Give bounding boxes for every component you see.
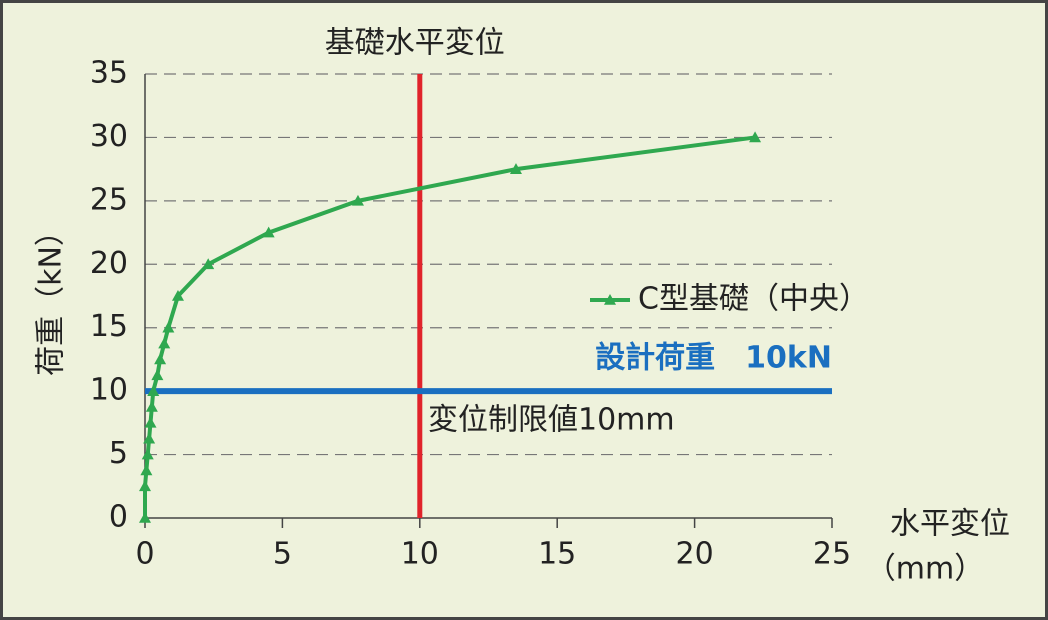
x-tick-label: 10 <box>401 537 439 572</box>
y-tick-label: 30 <box>90 119 128 154</box>
y-axis-label: 荷重（kN） <box>34 216 69 376</box>
data-point <box>139 480 151 492</box>
data-point <box>139 512 151 523</box>
x-tick-label: 25 <box>813 537 851 572</box>
data-point <box>202 258 215 270</box>
x-axis-label: （mm） <box>866 552 984 587</box>
x-axis-label: 水平変位 <box>890 507 1010 542</box>
data-point <box>151 369 164 381</box>
y-tick-label: 5 <box>109 436 128 471</box>
y-tick-label: 0 <box>109 500 128 535</box>
data-point <box>509 163 522 174</box>
reference-label: 基礎水平変位 <box>325 26 505 61</box>
data-point <box>158 337 171 349</box>
y-tick-label: 20 <box>90 246 128 281</box>
data-point <box>145 401 158 412</box>
legend-marker <box>604 294 616 305</box>
legend-label: C型基礎（中央） <box>638 282 869 317</box>
y-tick-label: 10 <box>90 373 128 408</box>
data-point <box>171 290 184 301</box>
data-point <box>162 321 175 333</box>
data-point <box>351 194 364 206</box>
data-point <box>262 226 275 238</box>
reference-label: 設計荷重 10kN <box>595 341 832 376</box>
x-tick-label: 5 <box>273 537 292 572</box>
y-tick-label: 15 <box>90 309 128 344</box>
x-tick-label: 0 <box>135 537 154 572</box>
y-tick-label: 35 <box>90 56 128 91</box>
data-point <box>141 448 154 460</box>
data-point <box>144 416 157 428</box>
data-point <box>143 432 156 444</box>
y-tick-label: 25 <box>90 182 128 217</box>
x-tick-label: 15 <box>538 537 576 572</box>
annotation: 変位制限値10mm <box>428 403 675 438</box>
x-tick-label: 20 <box>676 537 714 572</box>
data-point <box>154 353 167 365</box>
data-point <box>147 385 160 396</box>
data-point <box>140 464 153 476</box>
data-point <box>749 131 762 143</box>
